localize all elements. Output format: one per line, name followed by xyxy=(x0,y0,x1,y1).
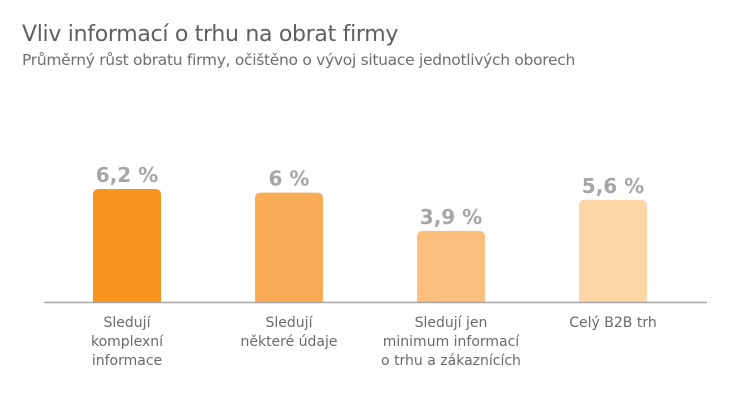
category-label-o-trhu-a-zakaznicich-line-1: Sledují jen xyxy=(415,315,488,331)
chart-subtitle: Průměrný růst obratu firmy, očištěno o v… xyxy=(22,51,575,69)
category-label-o-trhu-a-zakaznicich-line-3: o trhu a zákaznících xyxy=(381,353,521,369)
value-label-o-trhu-a-zakaznicich: 3,9 % xyxy=(420,205,482,229)
bar-informace xyxy=(93,189,161,302)
bar-o-trhu-a-zakaznicich xyxy=(417,230,485,302)
value-label-informace: 6,2 % xyxy=(96,163,158,187)
bar-cely-b2b-trh xyxy=(579,199,647,302)
bars-group: 6,2 % Sledují komplexní informace 6 % Sledují… xyxy=(91,163,657,369)
chart-title: Vliv informací o trhu na obrat firmy xyxy=(22,22,399,47)
value-label-nektere-udaje: 6 % xyxy=(269,167,310,191)
category-label-informace-line-3: informace xyxy=(92,353,162,369)
category-label-nektere-udaje-line-1: Sledují xyxy=(266,315,314,331)
category-label-cely-b2b-trh-line-1: Celý B2B trh xyxy=(569,315,656,331)
category-label-nektere-udaje-line-2: některé údaje xyxy=(240,334,337,350)
bar-nektere-udaje xyxy=(255,192,323,302)
category-label-o-trhu-a-zakaznicich-line-2: minimum informací xyxy=(383,334,521,350)
value-label-cely-b2b-trh: 5,6 % xyxy=(582,174,644,198)
category-label-informace-line-2: komplexní xyxy=(91,334,164,350)
category-label-informace-line-1: Sledují xyxy=(104,315,152,331)
